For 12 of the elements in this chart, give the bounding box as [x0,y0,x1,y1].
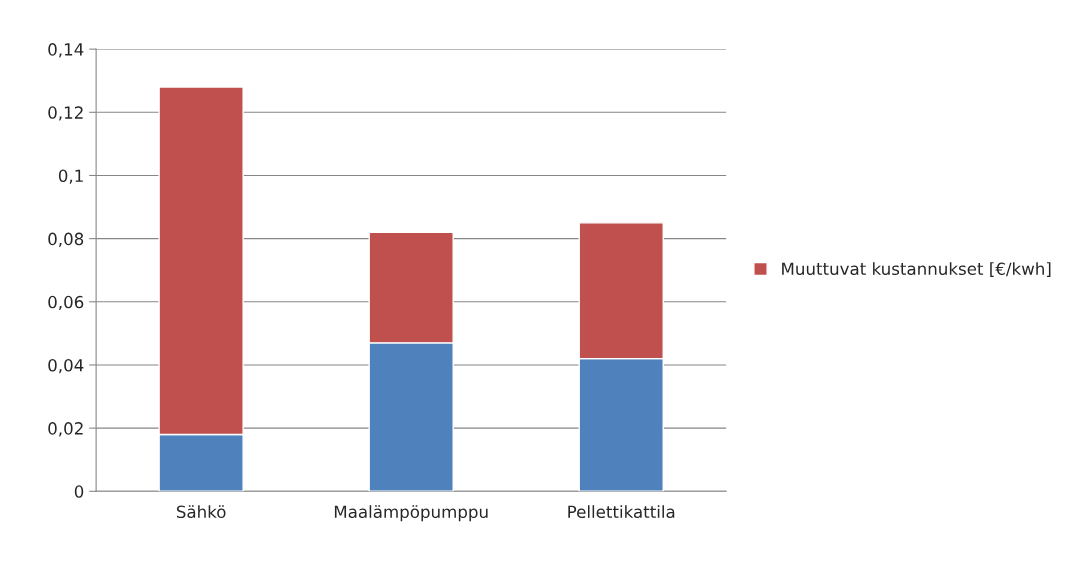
y-tick-label: 0,04 [48,358,84,374]
y-tick-label: 0,12 [48,106,83,121]
y-tick-label: 0,02 [48,422,83,437]
x-tick-label: Maalämpöpumppu [334,505,488,522]
y-tick-label: 0,06 [48,295,84,311]
x-tick-label: Sähkö [176,505,226,519]
y-tick-label: 0,08 [48,232,84,247]
x-tick-label: Pellettikattila [568,505,675,519]
y-tick-label: 0 [74,485,84,498]
y-tick-label: 0,14 [48,43,84,58]
y-tick-label: 0,1 [58,169,83,184]
legend-label: Muuttuvat kustannukset [€/kwh] [782,262,1051,278]
